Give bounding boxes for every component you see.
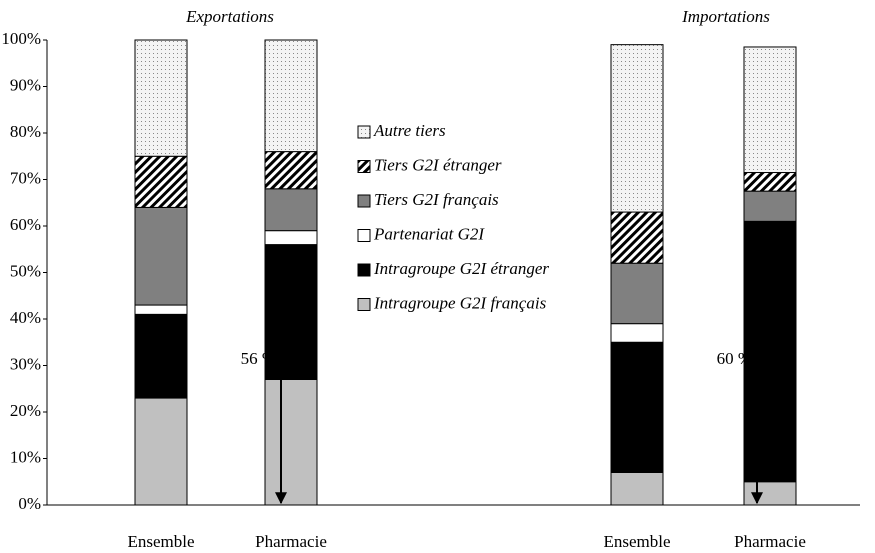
annotation-label: 56 % [241, 349, 276, 368]
y-tick-label: 60% [10, 215, 41, 234]
bar-segment [610, 211, 664, 264]
y-tick-label: 20% [10, 401, 41, 420]
legend-label: Partenariat G2I [373, 224, 485, 243]
x-tick-label: Pharmacie [734, 532, 806, 551]
legend-swatch [357, 229, 371, 242]
bar-segment [743, 46, 797, 174]
legend-label: Autre tiers [373, 121, 446, 140]
y-tick-label: 100% [1, 29, 41, 48]
bar-segment [134, 313, 188, 399]
bar-segment [610, 471, 664, 506]
bar-segment [610, 323, 664, 343]
bar-segment [264, 244, 318, 380]
bar-segment [264, 230, 318, 246]
bar-segment [610, 262, 664, 325]
bar-segment [134, 304, 188, 315]
legend-swatch [357, 263, 371, 277]
x-tick-label: Ensemble [127, 532, 194, 551]
legend-swatch [357, 194, 371, 208]
legend-label: Tiers G2I étranger [374, 155, 502, 174]
x-tick-label: Pharmacie [255, 532, 327, 551]
bar-segment [264, 378, 318, 506]
legend-swatch [357, 298, 371, 311]
group-label: Exportations [185, 7, 274, 26]
y-tick-label: 70% [10, 168, 41, 187]
legend-label: Tiers G2I français [374, 190, 499, 209]
y-tick-label: 40% [10, 308, 41, 327]
bar-segment [134, 397, 188, 506]
bar-segment [134, 155, 188, 208]
bar-segment [264, 151, 318, 190]
bar-segment [264, 39, 318, 153]
bar-segment [264, 188, 318, 232]
bar-segment [743, 190, 797, 222]
y-tick-label: 0% [18, 494, 41, 513]
legend-label: Intragroupe G2I étranger [373, 259, 549, 278]
group-label: Importations [681, 7, 770, 26]
legend-label: Intragroupe G2I français [373, 293, 547, 312]
x-tick-label: Ensemble [603, 532, 670, 551]
y-tick-label: 80% [10, 122, 41, 141]
bar-segment [134, 206, 188, 306]
y-tick-label: 30% [10, 354, 41, 373]
legend-swatch [357, 125, 371, 139]
bar-segment [610, 44, 664, 213]
y-tick-label: 50% [10, 261, 41, 280]
y-tick-label: 90% [10, 75, 41, 94]
bar-segment [610, 341, 664, 473]
y-tick-label: 10% [10, 447, 41, 466]
bar-segment [134, 39, 188, 157]
annotation-label: 60 % [717, 349, 752, 368]
bar-segment [743, 481, 797, 506]
bar-segment [743, 172, 797, 192]
legend-swatch [357, 160, 371, 173]
